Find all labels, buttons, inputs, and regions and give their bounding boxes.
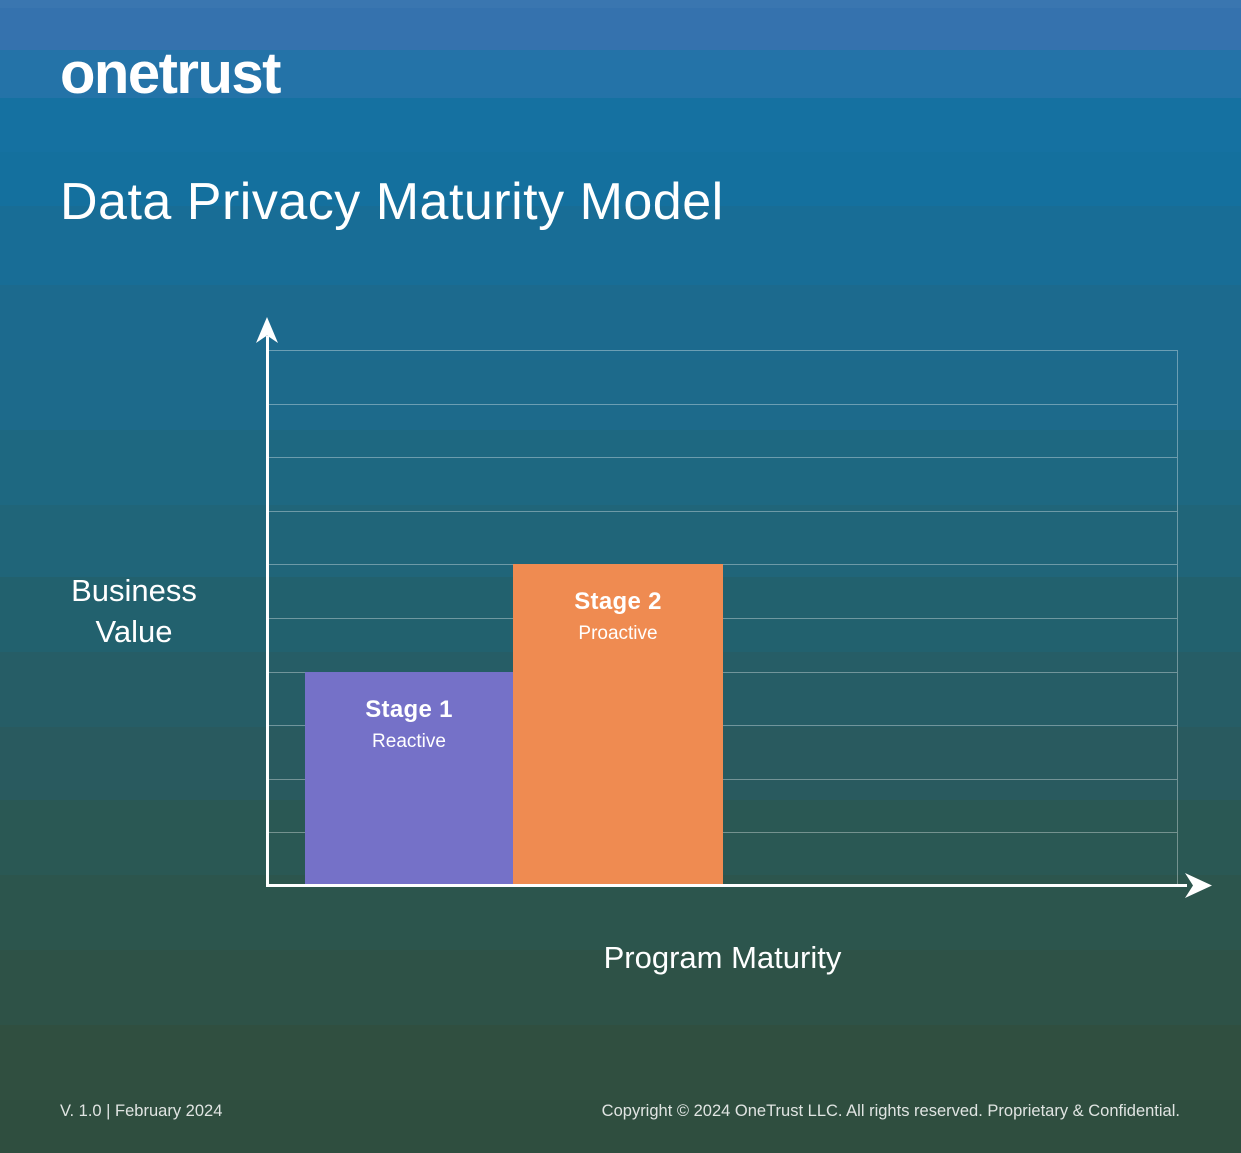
bar-stage-1-label: Stage 1: [365, 695, 453, 723]
plot-area: Stage 1 Reactive Stage 2 Proactive: [267, 350, 1178, 886]
y-axis-label: Business Value: [18, 570, 250, 652]
y-axis-arrow-icon: [256, 317, 278, 343]
x-axis-label: Program Maturity: [603, 940, 842, 975]
version-text: V. 1.0 | February 2024: [60, 1102, 223, 1120]
gridline: [267, 350, 1177, 351]
bar-stage-2-label: Stage 2: [574, 588, 662, 616]
footer: V. 1.0 | February 2024 Copyright © 2024 …: [60, 1102, 1180, 1121]
onetrust-logo: onetrust: [60, 41, 282, 106]
x-axis-line: [266, 884, 1187, 887]
copyright-text: Copyright © 2024 OneTrust LLC. All right…: [601, 1102, 1180, 1120]
x-axis-arrow-icon: [1185, 873, 1212, 898]
y-axis-label-line2: Value: [95, 614, 173, 649]
gridline: [267, 457, 1177, 459]
page-title: Data Privacy Maturity Model: [60, 173, 724, 231]
y-axis-line: [266, 336, 269, 886]
bar-stage-1-sublabel: Reactive: [372, 730, 446, 752]
y-axis-label-line1: Business: [71, 573, 197, 608]
gridline: [267, 403, 1177, 405]
gridline: [267, 510, 1177, 512]
bar-stage-2-sublabel: Proactive: [578, 623, 658, 645]
bar-stage-1: Stage 1 Reactive: [305, 671, 513, 886]
bar-stage-2: Stage 2 Proactive: [513, 564, 723, 886]
